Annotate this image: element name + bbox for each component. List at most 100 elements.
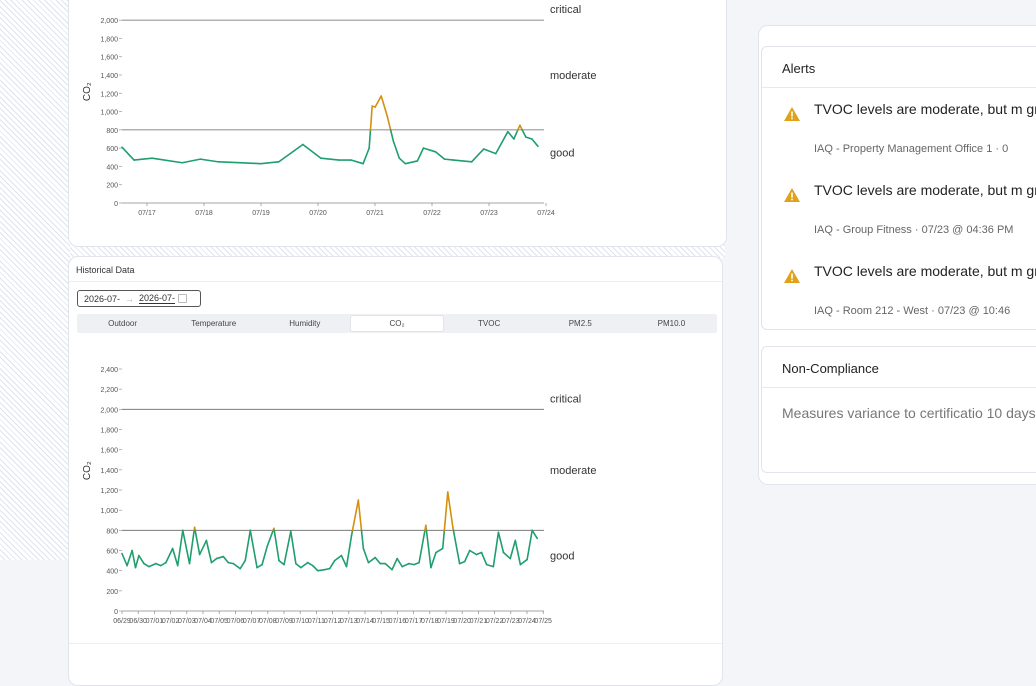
co2-line-chart: 02004006008001,0001,2001,4001,6001,8002,…: [69, 0, 728, 248]
series-line-segment: [444, 492, 447, 530]
y-tick-label: 1,200: [100, 91, 118, 98]
series-line-segment: [369, 130, 370, 148]
y-tick-label: 1,600: [100, 55, 118, 62]
alert-item[interactable]: TVOC levels are moderate, but m groups.I…: [762, 180, 1036, 260]
series-line-segment: [392, 559, 397, 570]
series-line-segment: [520, 560, 527, 565]
non-compliance-text: Measures variance to certificatio 10 day…: [782, 402, 1036, 424]
y-tick-label: 200: [106, 183, 118, 190]
x-tick-label: 07/03: [178, 618, 196, 625]
x-tick-label: 07/23: [480, 210, 498, 217]
x-tick-label: 06/29: [113, 618, 131, 625]
series-line-segment: [206, 540, 211, 562]
series-line-segment: [313, 566, 318, 571]
series-line-segment: [431, 553, 436, 568]
alert-meta: IAQ - Group Fitness · 07/23 @ 04:36 PM: [814, 224, 1013, 236]
alert-item[interactable]: TVOC levels are moderate, but m groups.I…: [762, 261, 1036, 341]
x-tick-label: 07/14: [356, 618, 374, 625]
series-line-segment: [472, 149, 484, 162]
series-line-segment: [279, 561, 284, 565]
alert-item[interactable]: TVOC levels are moderate, but m groups. I…: [762, 99, 1036, 179]
alerts-title: Alerts: [782, 61, 815, 76]
background-pattern: [0, 0, 70, 560]
x-tick-label: 07/17: [405, 618, 423, 625]
series-line-segment: [353, 500, 359, 530]
x-tick-label: 07/22: [423, 210, 441, 217]
series-line-segment: [144, 564, 149, 567]
series-line-segment: [341, 556, 346, 567]
y-tick-label: 0: [114, 201, 118, 208]
y-tick-label: 2,400: [100, 367, 118, 374]
y-tick-label: 1,000: [100, 110, 118, 117]
x-tick-label: 07/25: [534, 618, 552, 625]
y-tick-label: 800: [106, 528, 118, 535]
series-line-segment: [149, 564, 156, 567]
series-line-segment: [308, 563, 313, 566]
x-tick-label: 07/07: [243, 618, 261, 625]
y-tick-label: 400: [106, 569, 118, 576]
y-tick-label: 800: [106, 128, 118, 135]
series-line-segment: [391, 130, 394, 141]
series-line-segment: [122, 554, 127, 566]
series-line-segment: [257, 565, 262, 568]
series-line-segment: [405, 161, 417, 164]
series-line-segment: [370, 106, 372, 130]
series-line-segment: [363, 548, 368, 562]
series-line-segment: [375, 96, 381, 107]
x-tick-label: 06/30: [129, 618, 147, 625]
x-tick-label: 07/15: [372, 618, 390, 625]
series-line-segment: [190, 530, 195, 563]
y-tick-label: 1,600: [100, 448, 118, 455]
alert-meta: IAQ - Property Management Office 1 · 0: [814, 143, 1008, 155]
series-line-segment: [173, 548, 178, 565]
series-line-segment: [274, 530, 279, 560]
good-threshold-label: good: [550, 551, 574, 563]
series-line-segment: [482, 553, 487, 565]
series-line-segment: [243, 163, 261, 164]
x-tick-label: 07/19: [252, 210, 270, 217]
series-line-segment: [303, 144, 321, 158]
y-tick-label: 1,400: [100, 73, 118, 80]
series-line-segment: [532, 530, 537, 538]
series-line-segment: [423, 148, 435, 152]
series-line-segment: [435, 152, 444, 159]
series-line-segment: [200, 159, 218, 162]
warning-icon: [783, 106, 801, 122]
series-line-segment: [284, 531, 291, 564]
series-line-segment: [465, 551, 470, 562]
series-line-segment: [152, 158, 182, 163]
series-line-segment: [161, 563, 166, 566]
series-line-segment: [527, 530, 532, 559]
divider: [762, 387, 1036, 388]
series-line-segment: [134, 158, 152, 160]
y-tick-label: 2,000: [100, 407, 118, 414]
x-tick-label: 07/09: [275, 618, 293, 625]
divider: [69, 643, 722, 644]
series-line-segment: [454, 160, 472, 162]
x-tick-label: 07/10: [291, 618, 309, 625]
alert-title: TVOC levels are moderate, but m groups.: [814, 99, 1036, 119]
series-line-segment: [156, 564, 161, 566]
series-line-segment: [503, 553, 510, 559]
x-tick-label: 07/18: [195, 210, 213, 217]
x-tick-label: 07/01: [146, 618, 164, 625]
series-line-segment: [470, 551, 477, 555]
series-line-segment: [261, 162, 279, 164]
y-tick-label: 2,000: [100, 18, 118, 25]
series-line-segment: [178, 530, 183, 565]
series-line-segment: [443, 530, 445, 548]
y-tick-label: 2,200: [100, 387, 118, 394]
x-tick-label: 07/20: [309, 210, 327, 217]
x-tick-label: 07/24: [537, 210, 555, 217]
right-panel: Alerts TVOC levels are moderate, but m g…: [758, 25, 1036, 485]
series-line-segment: [262, 546, 267, 564]
warning-icon: [783, 187, 801, 203]
series-line-segment: [351, 160, 363, 164]
series-line-segment: [522, 130, 526, 137]
series-line-segment: [508, 132, 514, 139]
historical-data-card: Historical Data 2026-07- → 2026-07- Outd…: [68, 256, 723, 686]
series-line-segment: [291, 531, 296, 563]
series-line-segment: [514, 130, 518, 139]
y-tick-label: 400: [106, 164, 118, 171]
